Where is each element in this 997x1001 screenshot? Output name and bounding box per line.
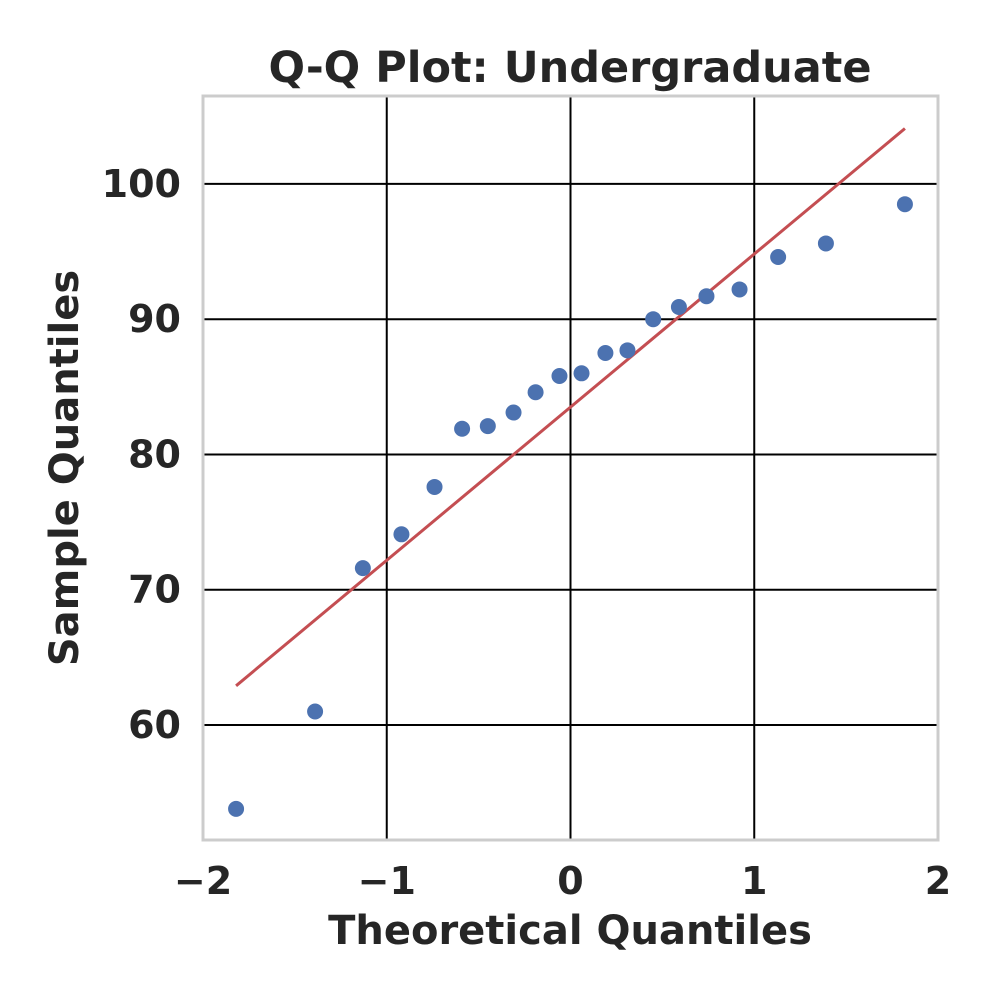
x-tick-label: 2 [925, 859, 951, 903]
data-point [426, 478, 443, 495]
plot-frame [201, 94, 940, 842]
y-tick-label: 100 [102, 162, 181, 206]
y-tick-label: 90 [128, 297, 181, 341]
y-tick-label: 60 [128, 703, 181, 747]
data-point [817, 235, 834, 252]
data-point [670, 299, 687, 316]
y-axis-label: Sample Quantiles [42, 270, 88, 666]
data-point [454, 420, 471, 437]
data-point [307, 703, 324, 720]
data-point [896, 196, 913, 213]
reference-line [235, 127, 906, 687]
data-point [597, 345, 614, 362]
data-point [505, 404, 522, 421]
x-tick-label: 1 [741, 859, 767, 903]
chart-title: Q-Q Plot: Undergraduate [268, 43, 871, 93]
y-tick-labels: 60 70 80 90 100 [102, 162, 181, 747]
grid-layer [202, 96, 939, 840]
data-point [393, 526, 410, 543]
x-tick-label: −1 [358, 859, 416, 903]
points-layer [228, 196, 913, 817]
data-point [619, 342, 636, 359]
x-tick-label: 0 [557, 859, 583, 903]
data-point [573, 365, 590, 382]
data-point [698, 288, 715, 305]
data-point [479, 418, 496, 435]
data-point [770, 248, 787, 265]
reference-line-layer [235, 127, 906, 687]
data-point [527, 384, 544, 401]
data-point [551, 368, 568, 385]
data-point [731, 281, 748, 298]
data-point [228, 800, 245, 817]
y-tick-label: 70 [128, 568, 181, 612]
y-tick-label: 80 [128, 432, 181, 476]
data-point [645, 311, 662, 328]
data-point [354, 560, 371, 577]
x-axis-label: Theoretical Quantiles [328, 908, 812, 954]
x-tick-label: −2 [174, 859, 232, 903]
x-tick-labels: −2 −1 0 1 2 [174, 859, 951, 903]
